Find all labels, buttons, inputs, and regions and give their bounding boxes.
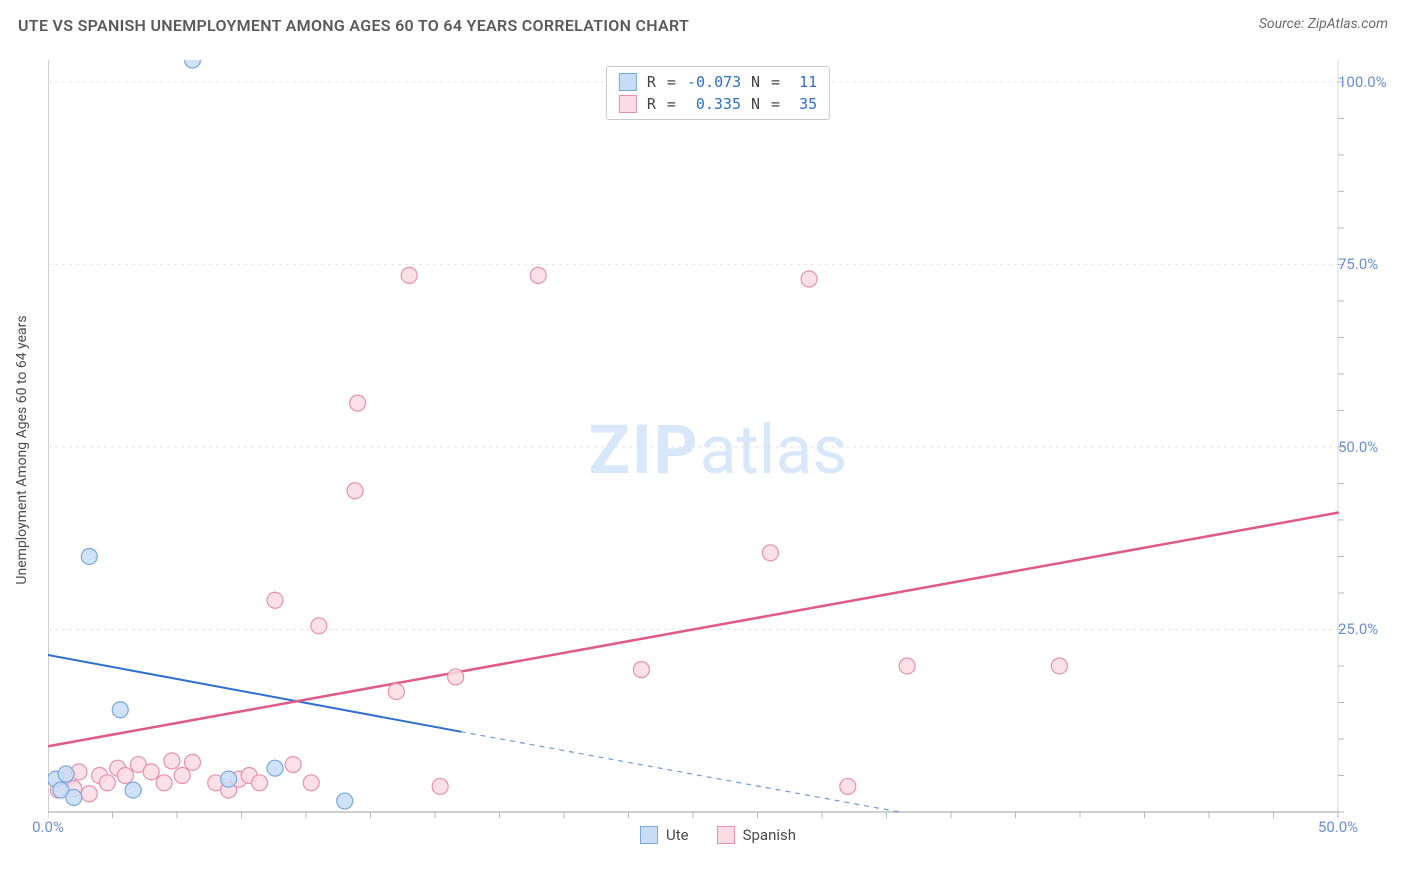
- r-label: R: [647, 73, 656, 91]
- chart-header: UTE VS SPANISH UNEMPLOYMENT AMONG AGES 6…: [18, 16, 1388, 35]
- swatch-spanish: [619, 95, 637, 113]
- chart-area: Unemployment Among Ages 60 to 64 years Z…: [48, 60, 1388, 840]
- n-value-ute: 11: [791, 73, 817, 91]
- swatch-ute: [640, 826, 658, 844]
- legend-correlation: R = -0.073 N = 11 R = 0.335 N = 35: [606, 66, 830, 120]
- legend-item-spanish: Spanish: [717, 826, 796, 844]
- legend-series: Ute Spanish: [640, 826, 796, 844]
- n-label: N: [751, 73, 760, 91]
- legend-label-spanish: Spanish: [743, 826, 796, 844]
- x-tick-label-left: 0.0%: [32, 818, 64, 836]
- legend-item-ute: Ute: [640, 826, 689, 844]
- x-tick-label-right: 50.0%: [1318, 818, 1358, 836]
- legend-row-ute: R = -0.073 N = 11: [619, 71, 817, 93]
- n-value-spanish: 35: [791, 95, 817, 113]
- y-tick-label: 100.0%: [1338, 73, 1387, 91]
- swatch-spanish: [717, 826, 735, 844]
- legend-label-ute: Ute: [666, 826, 689, 844]
- y-axis-label: Unemployment Among Ages 60 to 64 years: [14, 315, 30, 584]
- legend-row-spanish: R = 0.335 N = 35: [619, 93, 817, 115]
- chart-source: Source: ZipAtlas.com: [1259, 16, 1388, 32]
- n-label: N: [751, 95, 760, 113]
- scatter-plot: [48, 60, 1388, 840]
- y-tick-label: 50.0%: [1338, 438, 1378, 456]
- r-value-spanish: 0.335: [687, 95, 741, 113]
- chart-title: UTE VS SPANISH UNEMPLOYMENT AMONG AGES 6…: [18, 16, 689, 35]
- r-value-ute: -0.073: [687, 73, 741, 91]
- r-label: R: [647, 95, 656, 113]
- y-tick-label: 75.0%: [1338, 255, 1378, 273]
- swatch-ute: [619, 73, 637, 91]
- y-tick-label: 25.0%: [1338, 620, 1378, 638]
